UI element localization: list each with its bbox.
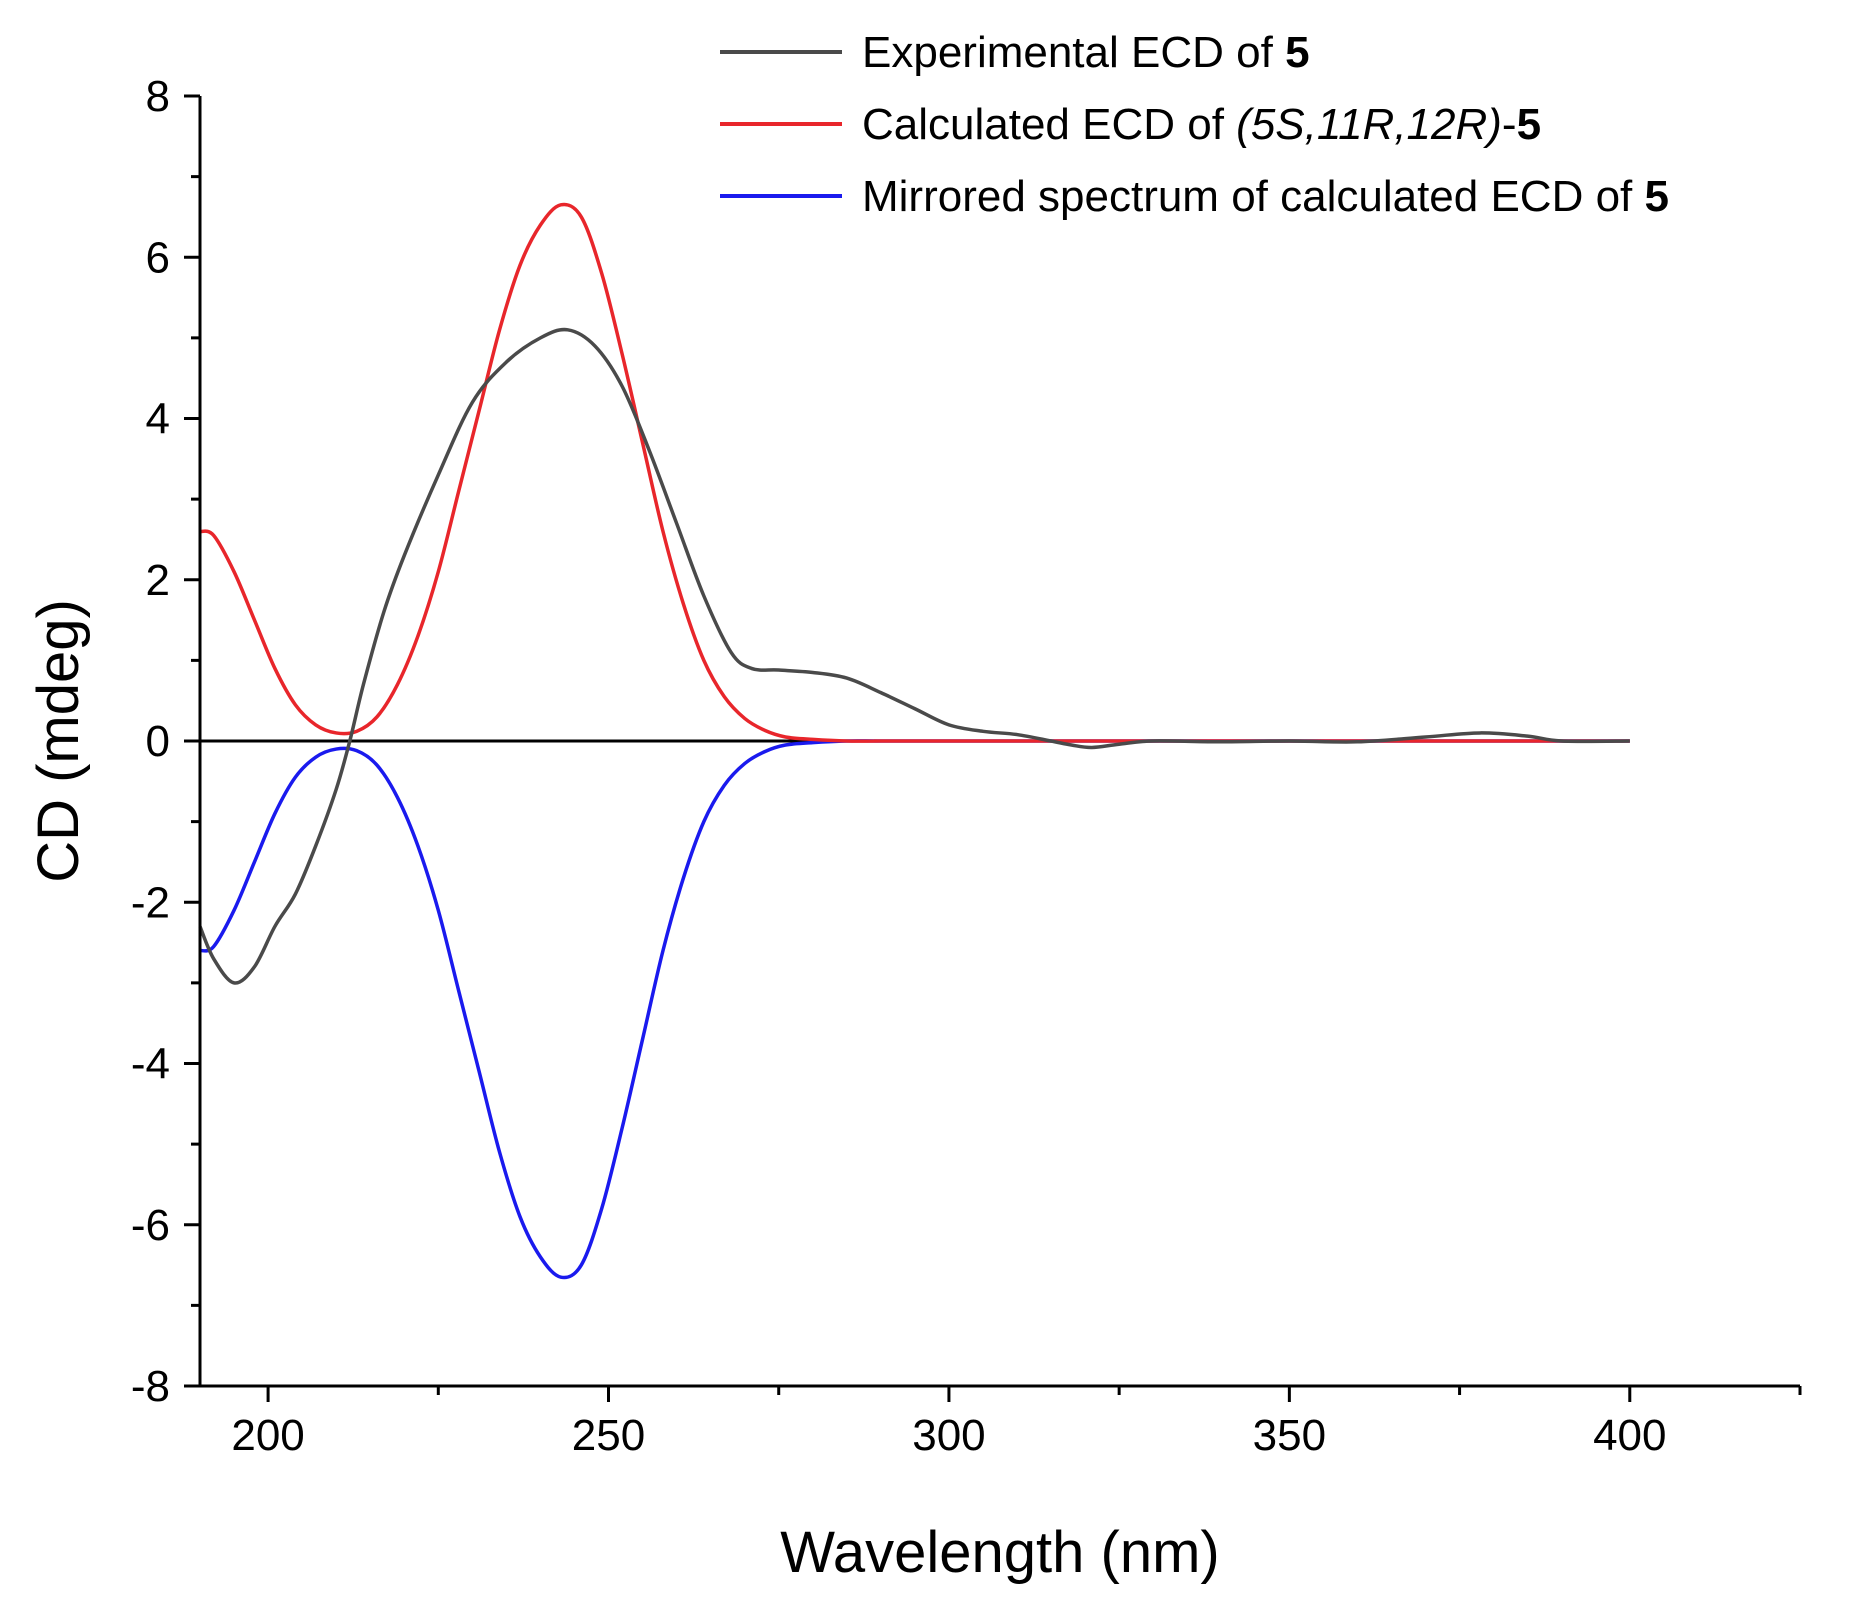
y-tick-label: 8	[146, 72, 170, 121]
y-tick-label: -6	[131, 1201, 170, 1250]
legend-label-3: Mirrored spectrum of calculated ECD of 5	[862, 172, 1669, 221]
x-tick-label: 400	[1593, 1411, 1666, 1460]
y-tick-label: 6	[146, 233, 170, 282]
y-tick-label: -4	[131, 1040, 170, 1089]
legend: Experimental ECD of 5 Calculated ECD of (…	[720, 28, 1669, 221]
series-line-2	[199, 202, 1630, 743]
y-tick-label: -8	[131, 1362, 170, 1411]
x-axis-title: Wavelength (nm)	[780, 1520, 1219, 1585]
axes: -8 -6 -4 -2 0 2 4 6 8 200 250 300 350 400	[131, 72, 1802, 1460]
x-tick-label: 350	[1253, 1411, 1326, 1460]
series-line-3	[199, 739, 1630, 1280]
y-tick-label: -2	[131, 878, 170, 927]
y-tick-label: 4	[146, 395, 170, 444]
plot-area	[198, 202, 1630, 1280]
legend-label-1: Experimental ECD of 5	[862, 28, 1310, 77]
y-axis-title: CD (mdeg)	[26, 599, 91, 883]
x-tick-label: 200	[231, 1411, 304, 1460]
x-tick-label: 250	[572, 1411, 645, 1460]
y-tick-label: 0	[146, 717, 170, 766]
legend-label-2: Calculated ECD of (5S,11R,12R)-5	[862, 100, 1541, 149]
x-tick-label: 300	[912, 1411, 985, 1460]
series-line-1	[198, 327, 1630, 985]
y-tick-label: 2	[146, 556, 170, 605]
